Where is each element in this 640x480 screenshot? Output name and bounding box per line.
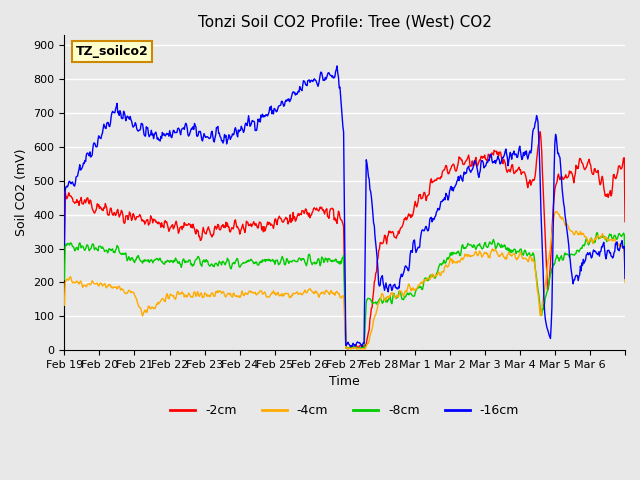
Y-axis label: Soil CO2 (mV): Soil CO2 (mV) [15,149,28,237]
Text: TZ_soilco2: TZ_soilco2 [76,45,148,58]
Legend: -2cm, -4cm, -8cm, -16cm: -2cm, -4cm, -8cm, -16cm [165,399,524,422]
Title: Tonzi Soil CO2 Profile: Tree (West) CO2: Tonzi Soil CO2 Profile: Tree (West) CO2 [198,15,492,30]
X-axis label: Time: Time [330,375,360,388]
